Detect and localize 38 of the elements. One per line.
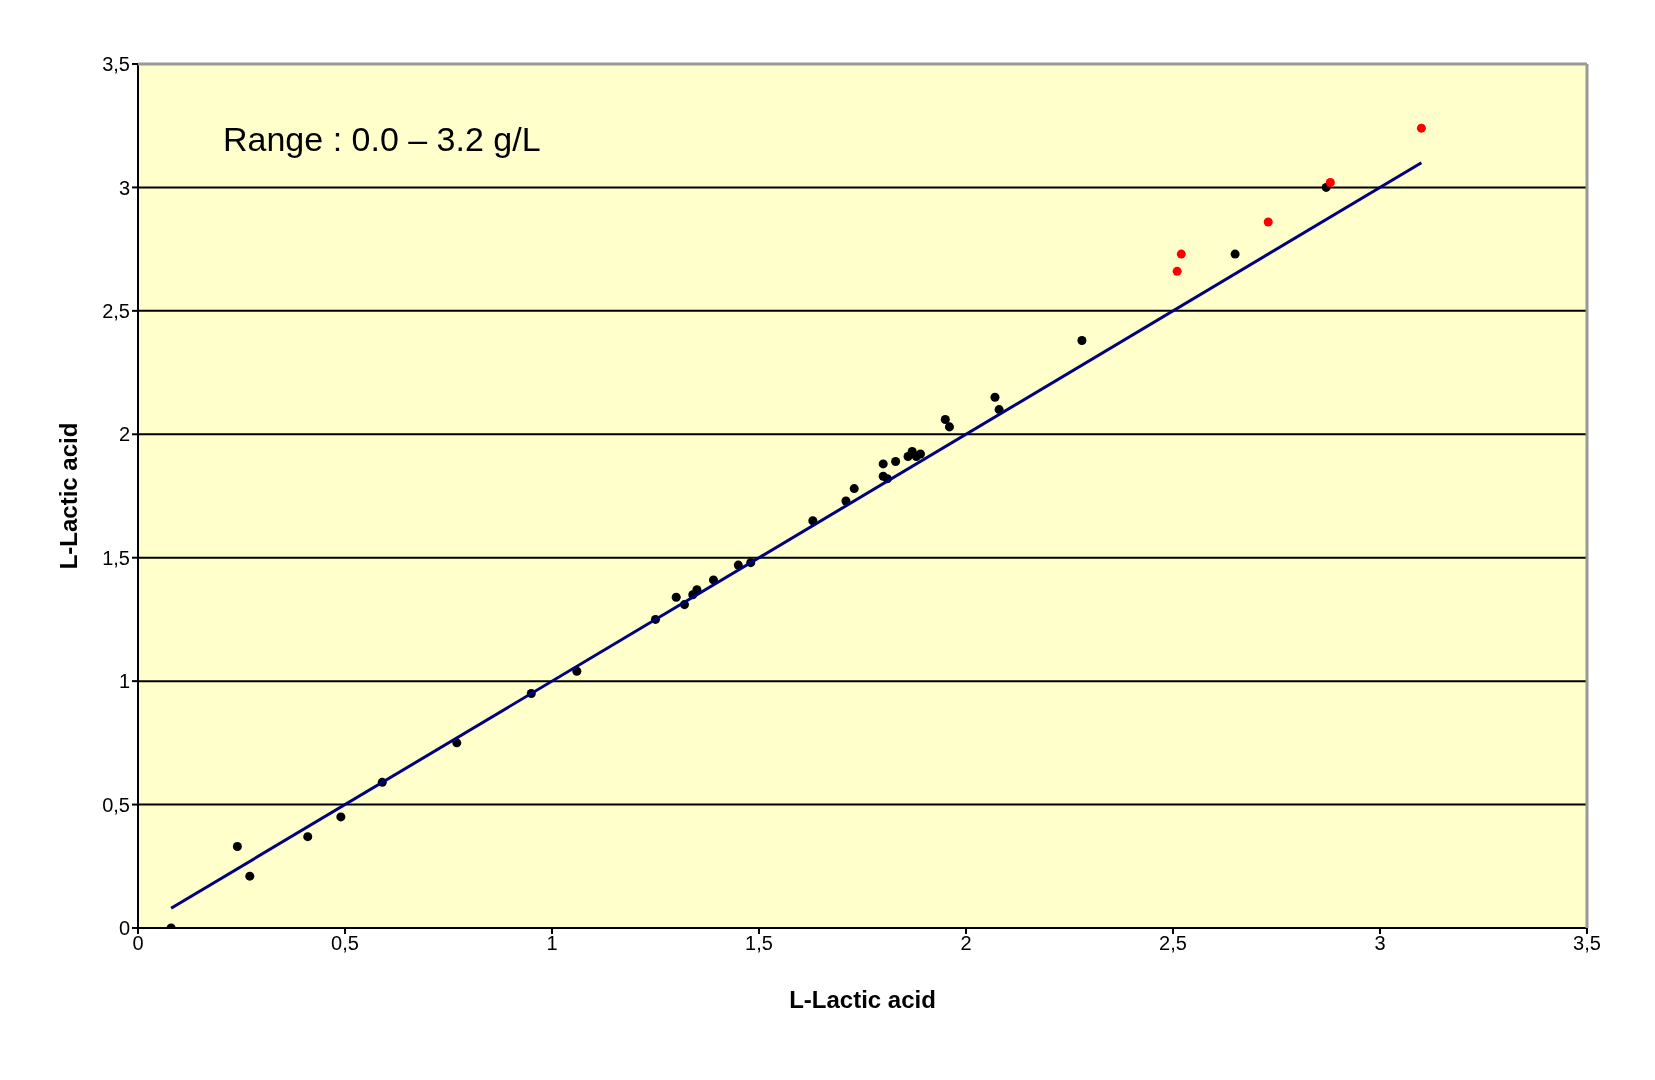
point [878,459,888,469]
y-axis-title: L-Lactic acid [54,422,82,570]
x-tick-label: 3 [1374,932,1386,955]
x-tick-label: 2 [960,932,972,955]
x-tick-label: 1,5 [745,932,773,955]
y-tick-label: 2,5 [102,299,130,322]
x-tick-label: 2,5 [1159,932,1187,955]
point [1077,335,1087,345]
point [303,832,313,842]
y-tick-label: 1 [118,670,130,693]
x-tick-label: 3,5 [1573,932,1601,955]
y-tick-label: 2 [118,423,130,446]
y-tick-label: 0 [118,917,130,940]
point [990,392,1000,402]
point [1230,249,1240,259]
y-tick-label: 1,5 [102,546,130,569]
y-tick-label: 3,5 [102,53,130,76]
point [232,842,242,852]
point [1176,249,1186,259]
point [944,422,954,432]
point [891,456,901,466]
point [849,484,859,494]
point [1263,217,1273,227]
y-tick-label: 3 [118,176,130,199]
annotation: Range : 0.0 – 3.2 g/L [223,120,541,159]
point [940,414,950,424]
x-tick-label: 0,5 [331,932,359,955]
point [1172,266,1182,276]
y-tick-label: 0,5 [102,793,130,816]
point [915,449,925,459]
point [671,592,681,602]
point [1416,123,1426,133]
x-axis-title: L-Lactic acid [789,986,936,1013]
point [245,871,255,881]
point [336,812,346,822]
x-tick-label: 1 [546,932,558,955]
x-tick-label: 0 [132,932,144,955]
point [1325,177,1335,187]
